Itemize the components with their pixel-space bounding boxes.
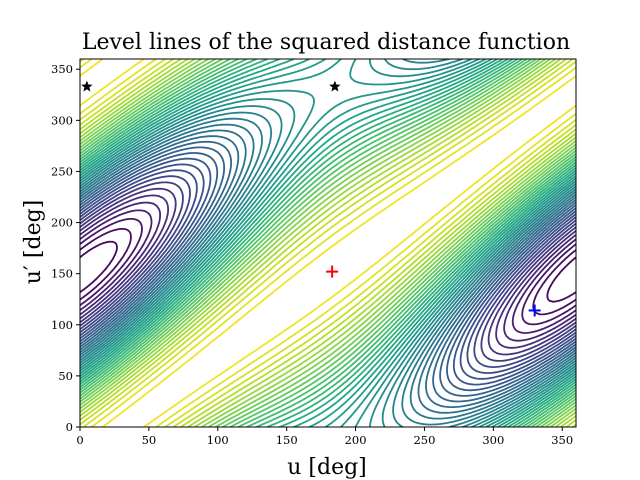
y-tick-label: 250 (51, 164, 73, 178)
star-middle-marker (329, 80, 341, 92)
contour-level-36 (80, 175, 576, 368)
contour-level-44 (80, 240, 576, 303)
contour-level-27 (80, 123, 576, 420)
contour-level-42 (80, 218, 576, 326)
y-tick-label: 350 (51, 62, 73, 76)
contour-level-23 (80, 59, 576, 427)
contour-level-26 (80, 117, 576, 426)
y-tick-label: 100 (51, 318, 73, 332)
y-tick-label: 50 (58, 369, 73, 383)
contour-level-3 (80, 59, 576, 427)
contour-level-29 (80, 135, 576, 408)
contour-level-22 (80, 59, 576, 427)
axes-frame (79, 58, 577, 428)
contour-level-37 (80, 181, 576, 362)
red-plus-marker (326, 265, 339, 278)
y-tick-label: 300 (51, 113, 73, 127)
contour-level-28 (80, 129, 576, 414)
contour-level-33 (80, 157, 576, 386)
contour-level-5 (80, 59, 576, 427)
contour-level-43 (80, 227, 576, 316)
contour-level-24 (80, 59, 576, 427)
contour-level-25 (80, 59, 576, 427)
star-left-marker (81, 80, 93, 92)
contour-level-20 (80, 59, 576, 427)
contour-level-31 (80, 146, 576, 397)
x-tick-label: 300 (482, 433, 504, 447)
contour-level-39 (80, 194, 576, 349)
axis-ticks: 0 50 100 150 200 250 300 350 0 50 100 150 200 250 300 3… (51, 62, 573, 447)
x-tick-label: 250 (413, 433, 435, 447)
contour-level-2 (80, 59, 576, 427)
x-tick-label: 50 (142, 433, 157, 447)
x-tick-label: 150 (276, 433, 298, 447)
x-tick-label: 100 (207, 433, 229, 447)
contour-level-4 (80, 59, 576, 427)
plot-area (79, 58, 577, 428)
y-tick-label: 0 (66, 420, 73, 434)
contour-level-38 (80, 187, 576, 356)
contour-level-40 (80, 201, 576, 342)
y-tick-label: 150 (51, 267, 73, 281)
contour-level-41 (80, 209, 576, 334)
y-axis-label: u′ [deg] (21, 200, 46, 285)
contour-level-35 (80, 169, 576, 374)
x-tick-label: 0 (76, 433, 83, 447)
y-tick-label: 200 (51, 216, 73, 230)
contour-level-30 (80, 140, 576, 403)
contour-level-34 (80, 163, 576, 380)
contour-level-11 (80, 59, 576, 427)
x-tick-label: 350 (551, 433, 573, 447)
blue-plus-marker (528, 304, 541, 317)
x-tick-label: 200 (345, 433, 367, 447)
chart-title: Level lines of the squared distance func… (82, 30, 570, 55)
x-axis-label: u [deg] (287, 455, 367, 480)
contour-level-32 (80, 152, 576, 392)
contour-lines (80, 59, 576, 427)
